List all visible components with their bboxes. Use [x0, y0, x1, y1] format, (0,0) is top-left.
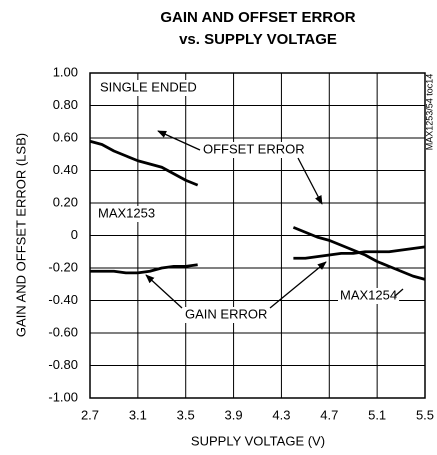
data-line — [293, 245, 426, 260]
y-tick-label: 0.60 — [53, 129, 78, 144]
x-tick-label: 4.7 — [320, 407, 338, 422]
x-tick-label: 4.3 — [272, 407, 290, 422]
arrow — [269, 261, 327, 309]
data-line — [90, 263, 198, 275]
y-tick-label: -0.40 — [48, 292, 78, 307]
annotation: MAX1254 — [340, 287, 397, 302]
chart-title: GAIN AND OFFSET ERROR — [160, 9, 355, 26]
plot-frame — [89, 72, 426, 399]
x-tick-label: 5.1 — [368, 407, 386, 422]
y-tick-label: -0.80 — [48, 357, 78, 372]
annotation: MAX1253/54 toc14 — [424, 74, 434, 151]
x-tick-label: 2.7 — [81, 407, 99, 422]
y-tick-label: 0.80 — [53, 97, 78, 112]
annotation: MAX1253 — [98, 205, 155, 220]
label-bg — [183, 307, 270, 323]
x-tick-label: 3.1 — [129, 407, 147, 422]
arrow — [297, 157, 323, 205]
y-tick-label: 1.00 — [53, 64, 78, 79]
y-tick-label: 0.40 — [53, 162, 78, 177]
label-bg — [98, 80, 199, 96]
x-tick-label: 3.5 — [177, 407, 195, 422]
annotation: SINGLE ENDED — [100, 79, 197, 94]
y-tick-label: -1.00 — [48, 389, 78, 404]
data-line — [89, 139, 199, 187]
annotation: GAIN ERROR — [185, 306, 267, 321]
leader — [394, 288, 404, 297]
label-bg — [96, 206, 158, 222]
x-axis-label: SUPPLY VOLTAGE (V) — [191, 433, 325, 448]
y-tick-label: -0.20 — [48, 259, 78, 274]
y-axis-label: GAIN AND OFFSET ERROR (LSB) — [13, 133, 28, 337]
x-tick-label: 3.9 — [225, 407, 243, 422]
annotation: OFFSET ERROR — [203, 141, 305, 156]
x-tick-label: 5.5 — [416, 407, 434, 422]
label-bg — [201, 142, 307, 158]
y-tick-label: 0 — [71, 227, 78, 242]
arrow — [145, 274, 183, 309]
y-tick-label: 0.20 — [53, 194, 78, 209]
arrow — [157, 130, 201, 151]
label-bg — [338, 288, 400, 304]
chart-title: vs. SUPPLY VOLTAGE — [179, 31, 337, 48]
y-tick-label: -0.60 — [48, 324, 78, 339]
